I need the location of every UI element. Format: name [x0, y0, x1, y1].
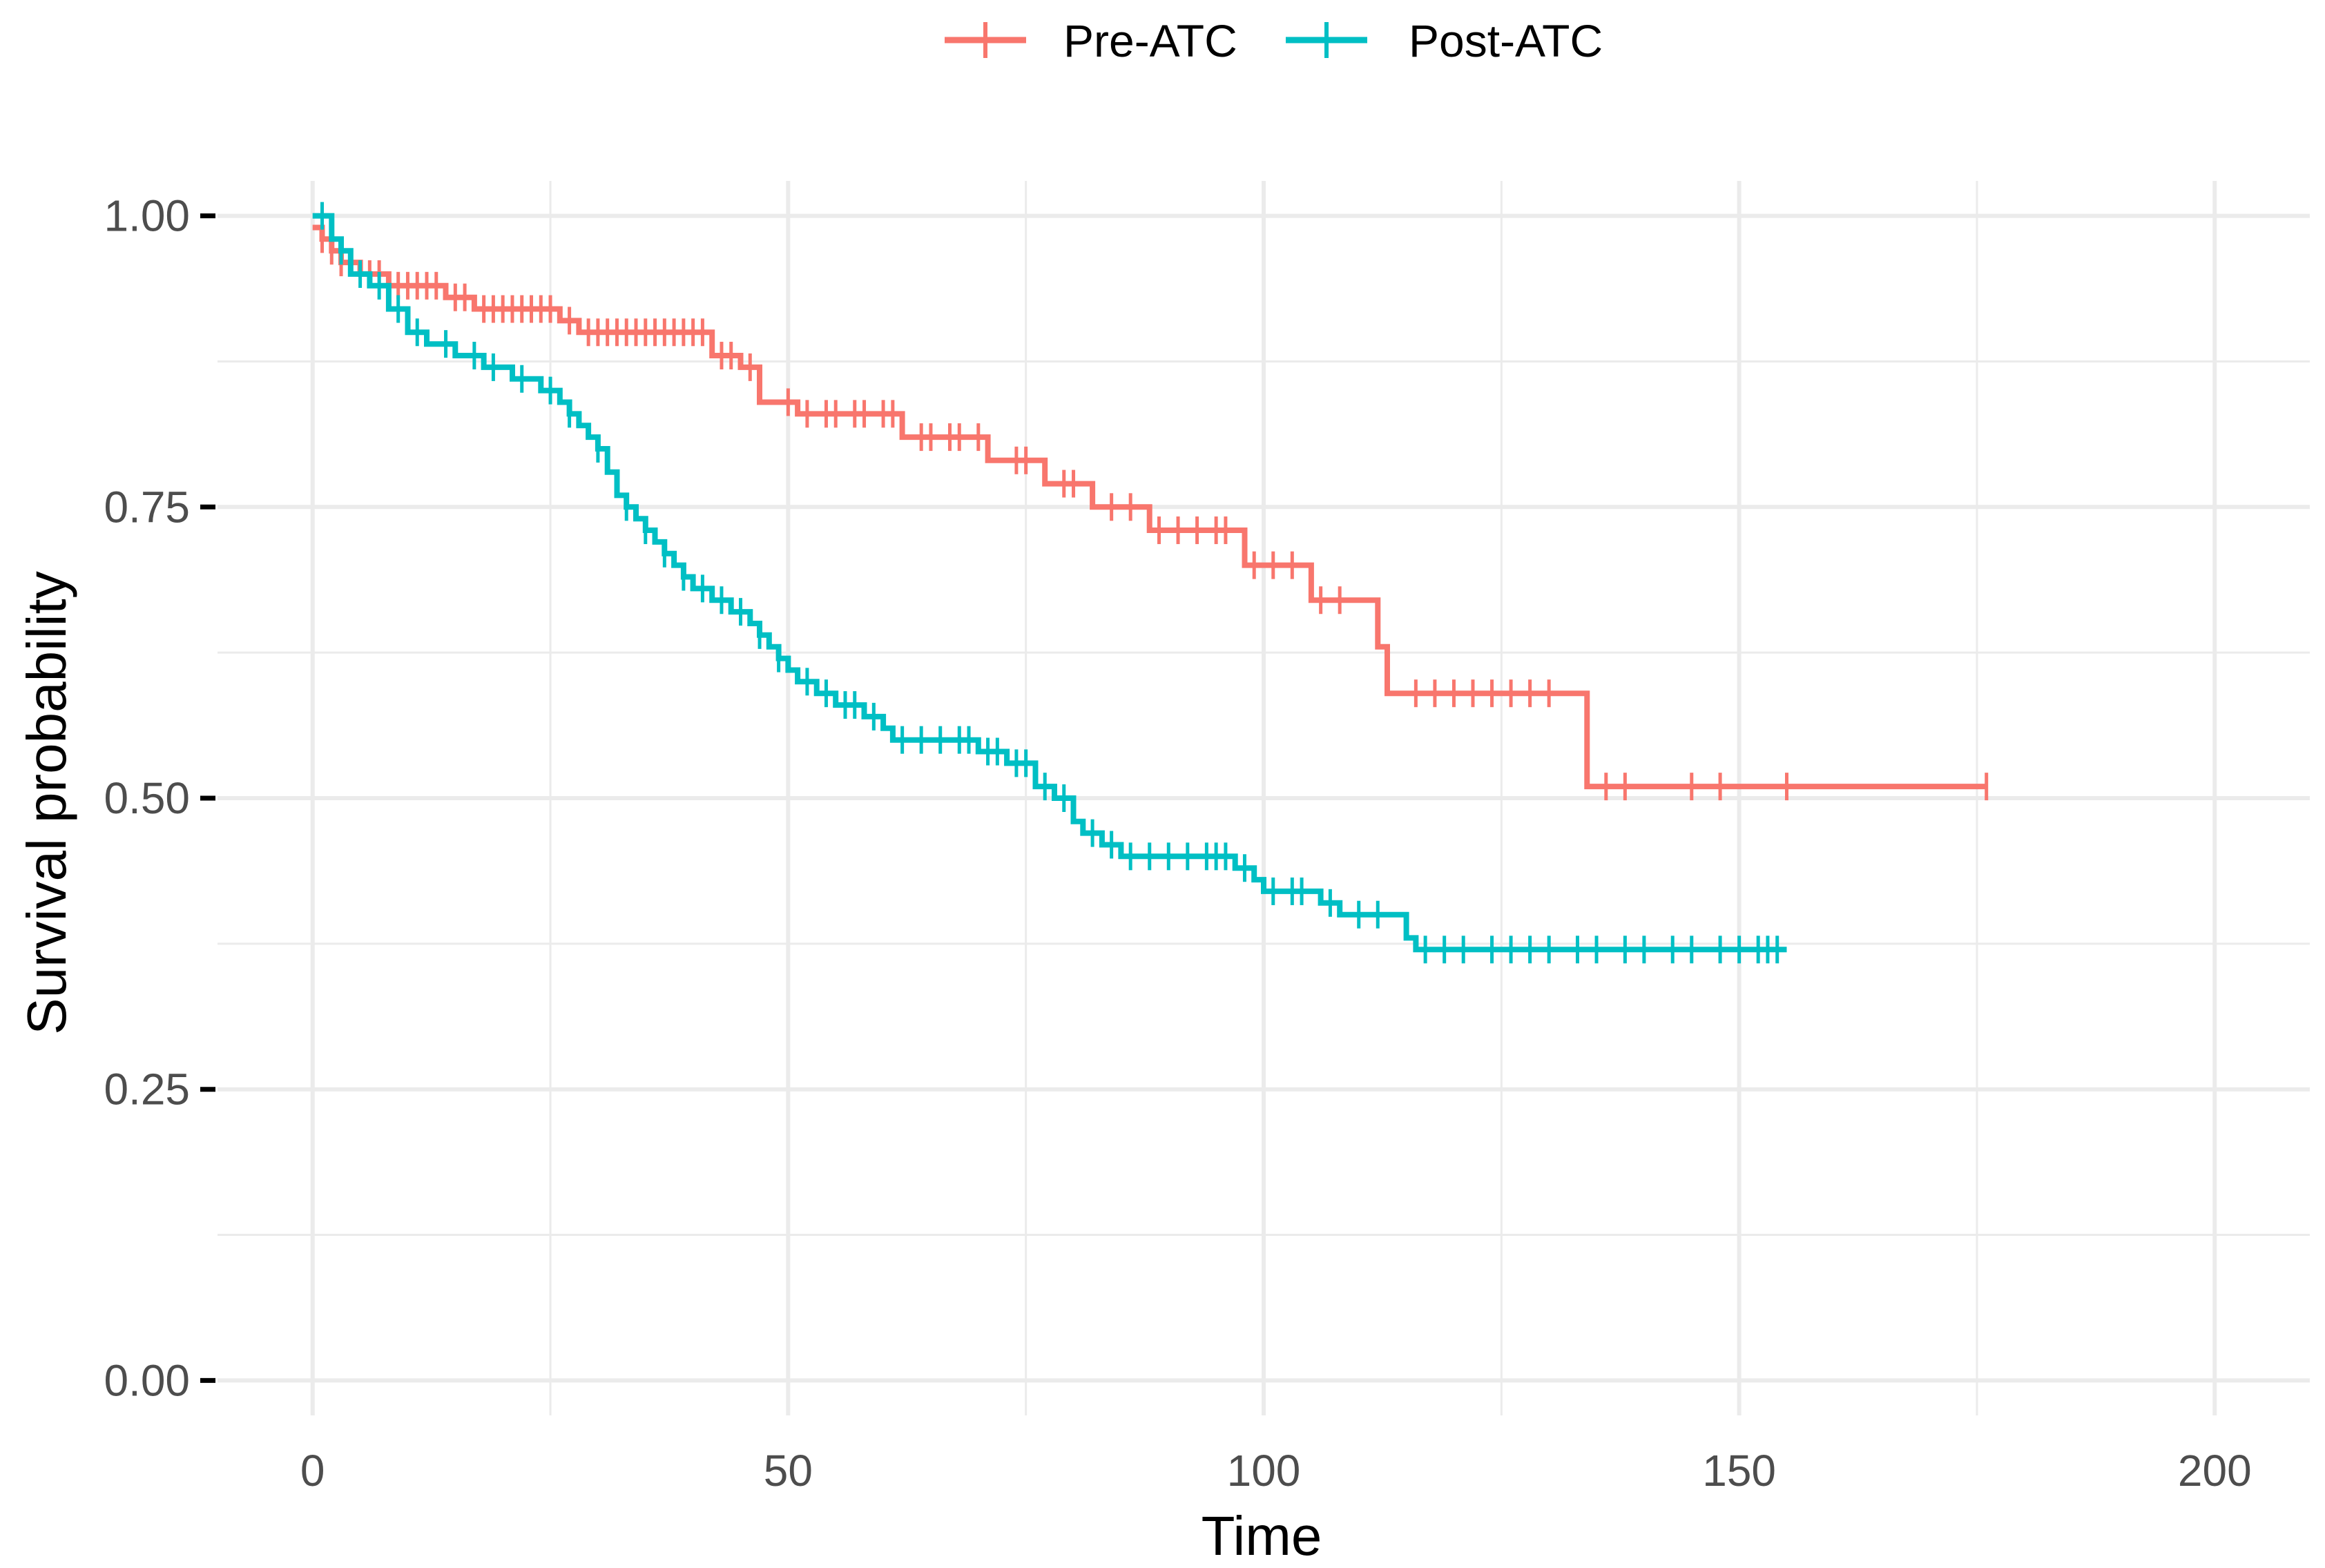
legend-item-post-atc: Post-ATC: [1286, 15, 1603, 66]
legend: Pre-ATC Post-ATC: [945, 15, 1603, 66]
y-tick-label: 0.00: [104, 1355, 190, 1405]
x-tick-label: 150: [1702, 1446, 1776, 1496]
series-pre-atc: [312, 224, 1989, 801]
x-tick-label: 100: [1227, 1446, 1301, 1496]
series-post-atc: [312, 202, 1787, 964]
legend-label: Post-ATC: [1409, 15, 1603, 66]
x-tick-label: 50: [764, 1446, 813, 1496]
x-tick-label: 0: [300, 1446, 325, 1496]
plot-series: [312, 202, 1989, 964]
major-gridlines: [218, 181, 2310, 1415]
y-tick-label: 0.50: [104, 773, 190, 823]
x-axis-tick-labels: 0 50 100 150 200: [300, 1446, 2252, 1496]
y-tick-label: 0.25: [104, 1065, 190, 1114]
legend-item-pre-atc: Pre-ATC: [945, 15, 1237, 66]
y-tick-label: 1.00: [104, 191, 190, 241]
legend-label: Pre-ATC: [1063, 15, 1237, 66]
x-tick-label: 200: [2178, 1446, 2252, 1496]
y-axis-title: Survival probability: [16, 571, 77, 1034]
y-tick-label: 0.75: [104, 482, 190, 532]
x-axis-title: Time: [1202, 1505, 1322, 1567]
y-axis-tick-labels: 0.00 0.25 0.50 0.75 1.00: [104, 191, 190, 1406]
survival-curve-post-atc: [312, 213, 1787, 953]
y-axis-ticks: [200, 213, 215, 1383]
